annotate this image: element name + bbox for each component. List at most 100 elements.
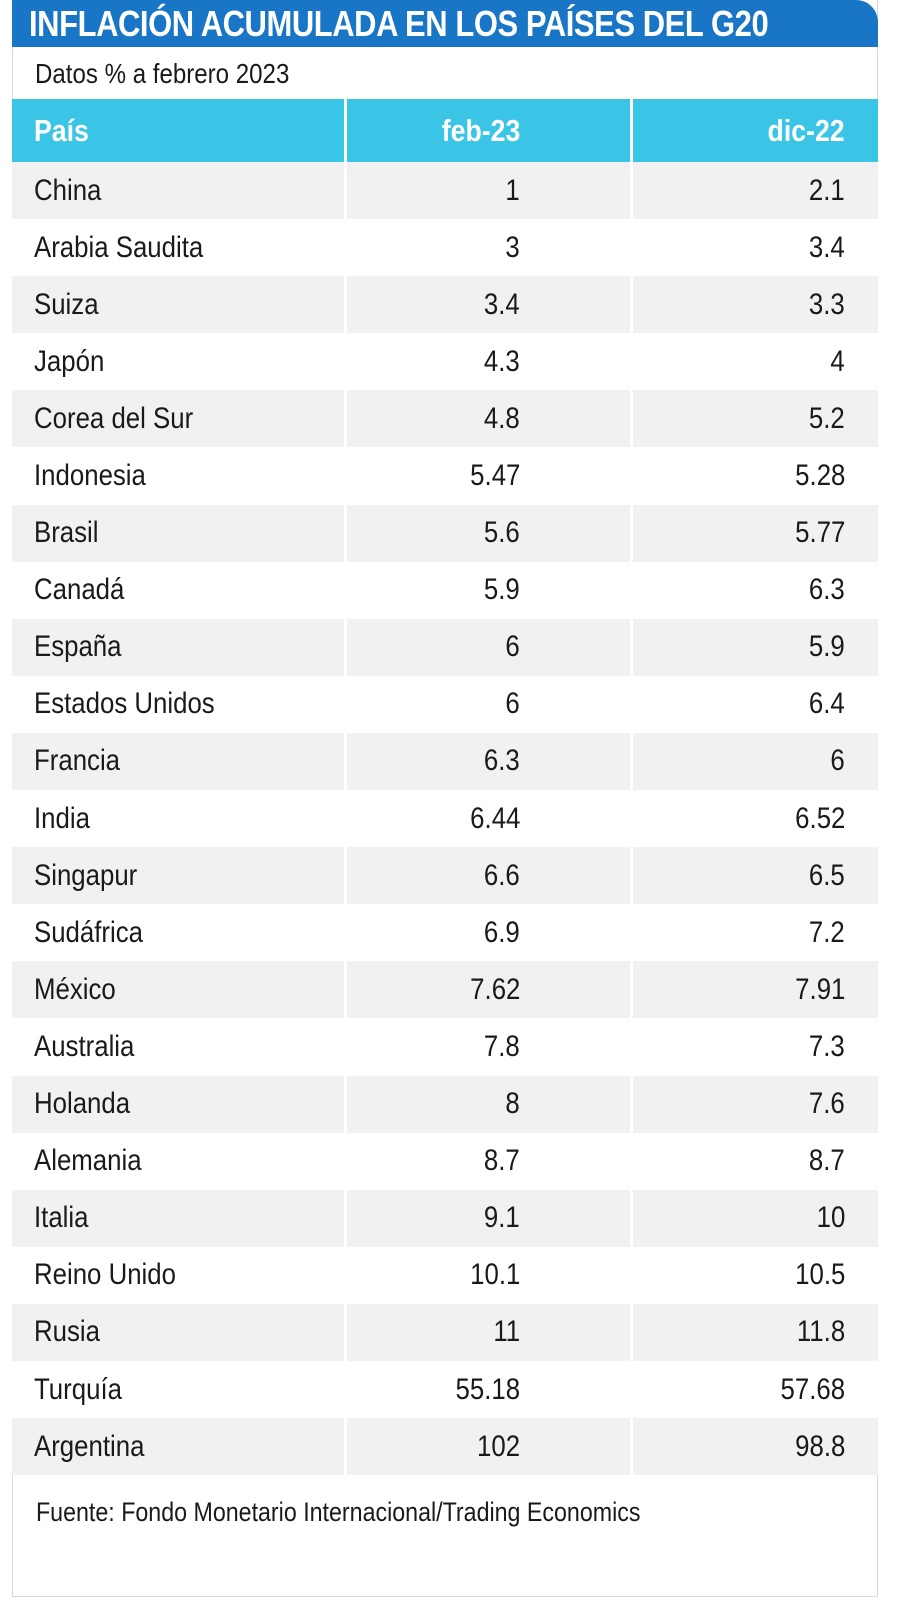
table-cell: 102 — [344, 1418, 630, 1476]
table-cell: 6 — [344, 618, 630, 676]
cell-value: Francia — [34, 744, 121, 778]
cell-value: Japón — [34, 344, 105, 378]
cell-value: 6.4 — [809, 687, 845, 721]
table-cell: 7.62 — [344, 961, 630, 1019]
table-cell: 3.4 — [630, 219, 878, 277]
cell-value: 6.44 — [469, 801, 520, 835]
table-cell: 7.6 — [630, 1075, 878, 1133]
cell-value: 6.9 — [484, 915, 520, 949]
cell-value: Arabia Saudita — [34, 230, 204, 264]
table-row: Japón 4.3 4 — [12, 333, 878, 391]
table-cell: 7.91 — [630, 961, 878, 1019]
table-cell: Canadá — [12, 562, 344, 619]
column-header-3: dic-22 — [630, 99, 878, 162]
table-cell: 6.5 — [630, 847, 878, 905]
cell-value: 55.18 — [455, 1372, 520, 1406]
cell-value: 6 — [505, 687, 520, 721]
table-cell: 3.3 — [630, 276, 878, 334]
column-header-1: País — [12, 99, 344, 162]
table-row: China 1 2.1 — [12, 162, 878, 220]
inflation-table: País feb-23 dic-22 China 1 2.1 Arabia Saudita 3… — [12, 99, 878, 1476]
table-cell: 7.3 — [630, 1018, 878, 1076]
cell-value: Rusia — [34, 1315, 100, 1349]
cell-value: 6 — [830, 744, 845, 778]
cell-value: 6.6 — [484, 858, 520, 892]
cell-value: España — [34, 630, 122, 664]
table-cell: Turquía — [12, 1361, 344, 1418]
cell-value: 10 — [816, 1201, 845, 1235]
table-cell: 11.8 — [630, 1303, 878, 1361]
cell-value: 1 — [505, 173, 520, 207]
table-cell: 8 — [344, 1075, 630, 1133]
cell-value: 11 — [493, 1315, 520, 1349]
table-cell: 3 — [344, 219, 630, 277]
table-row: Argentina 102 98.8 — [12, 1418, 878, 1476]
table-cell: Francia — [12, 733, 344, 790]
table-cell: 11 — [344, 1303, 630, 1361]
cell-value: 3.4 — [484, 287, 520, 321]
table-cell: China — [12, 162, 344, 219]
table-row: Holanda 8 7.6 — [12, 1075, 878, 1133]
table-row: México 7.62 7.91 — [12, 961, 878, 1019]
cell-value: Alemania — [34, 1144, 142, 1178]
table-cell: Arabia Saudita — [12, 219, 344, 276]
table-row: Turquía 55.18 57.68 — [12, 1360, 878, 1419]
table-cell: 9.1 — [344, 1189, 630, 1247]
table-cell: 10 — [630, 1189, 878, 1247]
table-cell: 4.8 — [344, 390, 630, 448]
cell-value: Brasil — [34, 516, 99, 550]
cell-value: 102 — [476, 1429, 520, 1463]
table-cell: 7.2 — [630, 904, 878, 962]
table-cell: 10.5 — [630, 1246, 878, 1304]
table-row: Italia 9.1 10 — [12, 1189, 878, 1247]
table-row: Suiza 3.4 3.3 — [12, 276, 878, 334]
cell-value: 5.2 — [809, 401, 845, 435]
table-cell: Corea del Sur — [12, 390, 344, 447]
cell-value: 10.5 — [794, 1258, 845, 1292]
table-cell: 6.3 — [630, 561, 878, 619]
source-note: Fuente: Fondo Monetario Internacional/Tr… — [36, 1497, 641, 1527]
table-cell: 5.77 — [630, 504, 878, 562]
cell-value: 7.62 — [469, 972, 520, 1006]
cell-value: 4 — [830, 344, 845, 378]
table-row: Indonesia 5.47 5.28 — [12, 447, 878, 505]
table-cell: Holanda — [12, 1076, 344, 1133]
table-row: Arabia Saudita 3 3.4 — [12, 219, 878, 277]
cell-value: 4.3 — [484, 344, 520, 378]
cell-value: 2.1 — [809, 173, 845, 207]
cell-value: Argentina — [34, 1429, 145, 1463]
table-cell: Singapur — [12, 847, 344, 904]
table-cell: 6.6 — [344, 847, 630, 905]
cell-value: Holanda — [34, 1087, 131, 1121]
table-row: Corea del Sur 4.8 5.2 — [12, 390, 878, 448]
table-cell: Italia — [12, 1190, 344, 1247]
cell-value: Indonesia — [34, 459, 146, 493]
table-cell: 10.1 — [344, 1246, 630, 1304]
cell-value: 5.6 — [484, 516, 520, 550]
table-cell: 5.47 — [344, 447, 630, 505]
table-row: Rusia 11 11.8 — [12, 1303, 878, 1361]
table-row: Reino Unido 10.1 10.5 — [12, 1246, 878, 1304]
chart-title: INFLACIÓN ACUMULADA EN LOS PAÍSES DEL G2… — [29, 3, 769, 44]
cell-value: 5.77 — [794, 516, 845, 550]
cell-value: Turquía — [34, 1372, 122, 1406]
cell-value: 3.3 — [809, 287, 845, 321]
table-row: Australia 7.8 7.3 — [12, 1018, 878, 1076]
cell-value: 3 — [505, 230, 520, 264]
table-cell: Argentina — [12, 1418, 344, 1475]
cell-value: Suiza — [34, 287, 99, 321]
table-cell: España — [12, 619, 344, 676]
table-cell: 6.3 — [344, 732, 630, 791]
table-cell: 7.8 — [344, 1018, 630, 1076]
table-row: Alemania 8.7 8.7 — [12, 1132, 878, 1190]
cell-value: 5.28 — [794, 459, 845, 493]
table-cell: 6.52 — [630, 790, 878, 848]
cell-value: Sudáfrica — [34, 915, 144, 949]
column-header-label: feb-23 — [441, 112, 520, 148]
cell-value: 10.1 — [469, 1258, 520, 1292]
table-cell: Suiza — [12, 276, 344, 333]
table-cell: 5.9 — [344, 561, 630, 619]
table-cell: 5.9 — [630, 618, 878, 676]
cell-value: Canadá — [34, 573, 125, 607]
cell-value: 8.7 — [484, 1144, 520, 1178]
